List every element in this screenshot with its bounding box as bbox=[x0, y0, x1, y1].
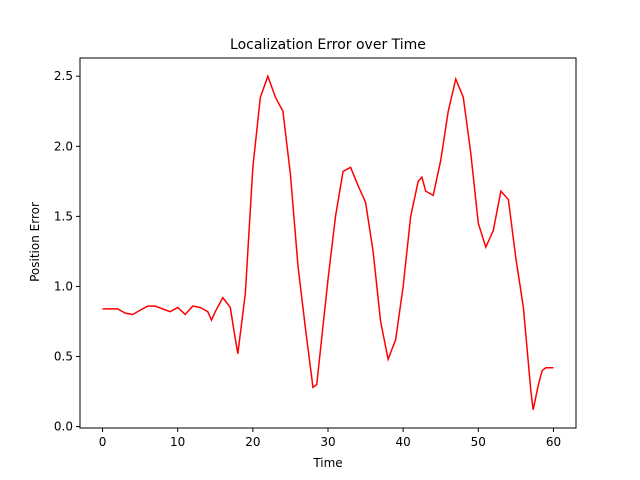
x-tick-label: 30 bbox=[320, 435, 335, 449]
y-tick-label: 0.5 bbox=[54, 350, 73, 364]
chart-title: Localization Error over Time bbox=[230, 37, 426, 53]
y-tick-label: 2.5 bbox=[54, 69, 73, 83]
x-tick-label: 0 bbox=[99, 435, 107, 449]
y-axis-label: Position Error bbox=[28, 202, 42, 282]
x-tick-label: 10 bbox=[170, 435, 185, 449]
x-tick-label: 60 bbox=[546, 435, 561, 449]
y-tick-label: 2.0 bbox=[54, 139, 73, 153]
x-tick-label: 40 bbox=[396, 435, 411, 449]
data-line bbox=[102, 73, 554, 410]
x-axis-label: Time bbox=[312, 456, 342, 470]
x-tick-label: 50 bbox=[471, 435, 486, 449]
plot-frame bbox=[79, 57, 577, 429]
x-tick-label: 20 bbox=[245, 435, 260, 449]
y-tick-label: 1.0 bbox=[54, 279, 73, 293]
y-tick-label: 0.0 bbox=[54, 420, 73, 434]
y-tick-label: 1.5 bbox=[54, 209, 73, 223]
